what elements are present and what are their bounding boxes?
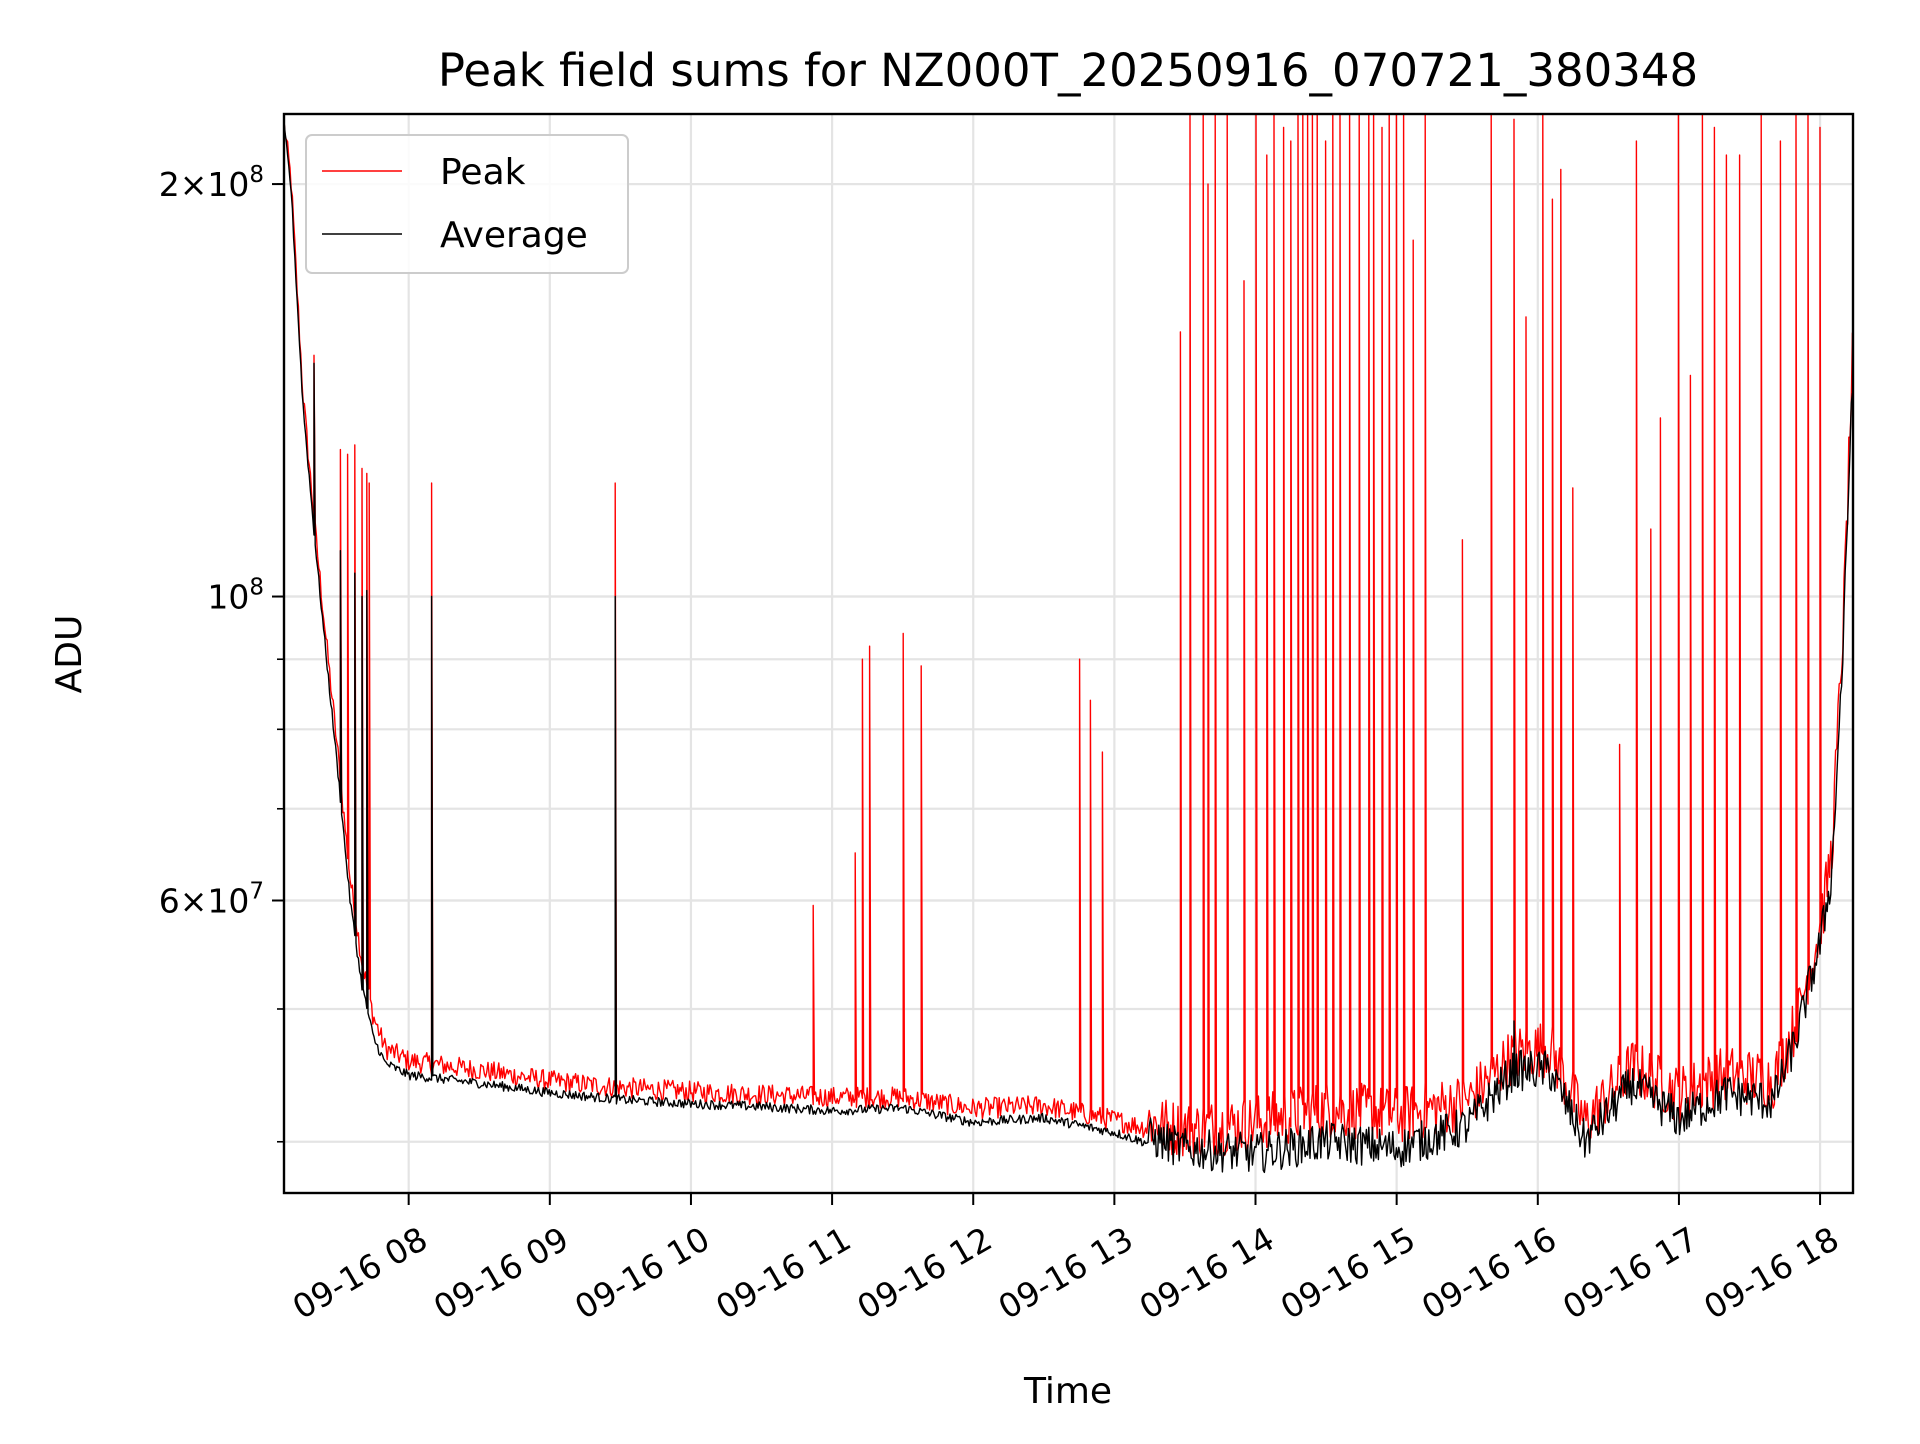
series-layer (284, 114, 1853, 1174)
x-tick-label: 09-16 18 (1697, 1219, 1845, 1327)
x-tick-label: 09-16 08 (286, 1219, 434, 1327)
y-tick-base: 10 (207, 578, 249, 617)
x-tick-label: 09-16 15 (1274, 1219, 1422, 1327)
y-tick-label: 2×108 (159, 162, 264, 204)
y-tick-exponent: 8 (249, 575, 264, 601)
chart-title: Peak field sums for NZ000T_20250916_0707… (438, 44, 1698, 97)
x-tick-label: 09-16 14 (1133, 1219, 1281, 1327)
y-tick-exponent: 7 (249, 878, 264, 904)
x-tick-label: 09-16 09 (427, 1219, 575, 1327)
x-tick-label: 09-16 17 (1556, 1219, 1704, 1327)
y-tick-base: 10 (207, 881, 249, 920)
x-tick-label: 09-16 12 (850, 1219, 998, 1327)
legend-peak-label: Peak (440, 152, 526, 193)
y-tick-operator: × (180, 165, 208, 204)
y-tick-exponent: 8 (249, 162, 264, 188)
y-tick-mantissa: 6 (159, 881, 180, 920)
y-tick-base: 10 (207, 165, 249, 204)
y-tick-operator: × (180, 881, 208, 920)
plot-frame (282, 112, 1855, 1195)
legend-average-label: Average (440, 215, 588, 256)
x-tick-label: 09-16 13 (992, 1219, 1140, 1327)
legend: Peak Average (305, 134, 629, 274)
y-axis-label: ADU (49, 615, 90, 694)
legend-box (305, 134, 629, 274)
grid-layer (284, 114, 1853, 1193)
y-tick-label: 108 (207, 575, 264, 617)
series-line-peak (284, 114, 1853, 1159)
x-tick-label: 09-16 11 (709, 1219, 857, 1327)
x-axis-label: Time (1023, 1371, 1112, 1412)
y-tick-mantissa: 2 (159, 165, 180, 204)
x-tick-label: 09-16 16 (1415, 1219, 1563, 1327)
x-tick-label: 09-16 10 (568, 1219, 716, 1327)
series-line-average (284, 120, 1853, 1174)
y-tick-label: 6×107 (159, 878, 264, 920)
